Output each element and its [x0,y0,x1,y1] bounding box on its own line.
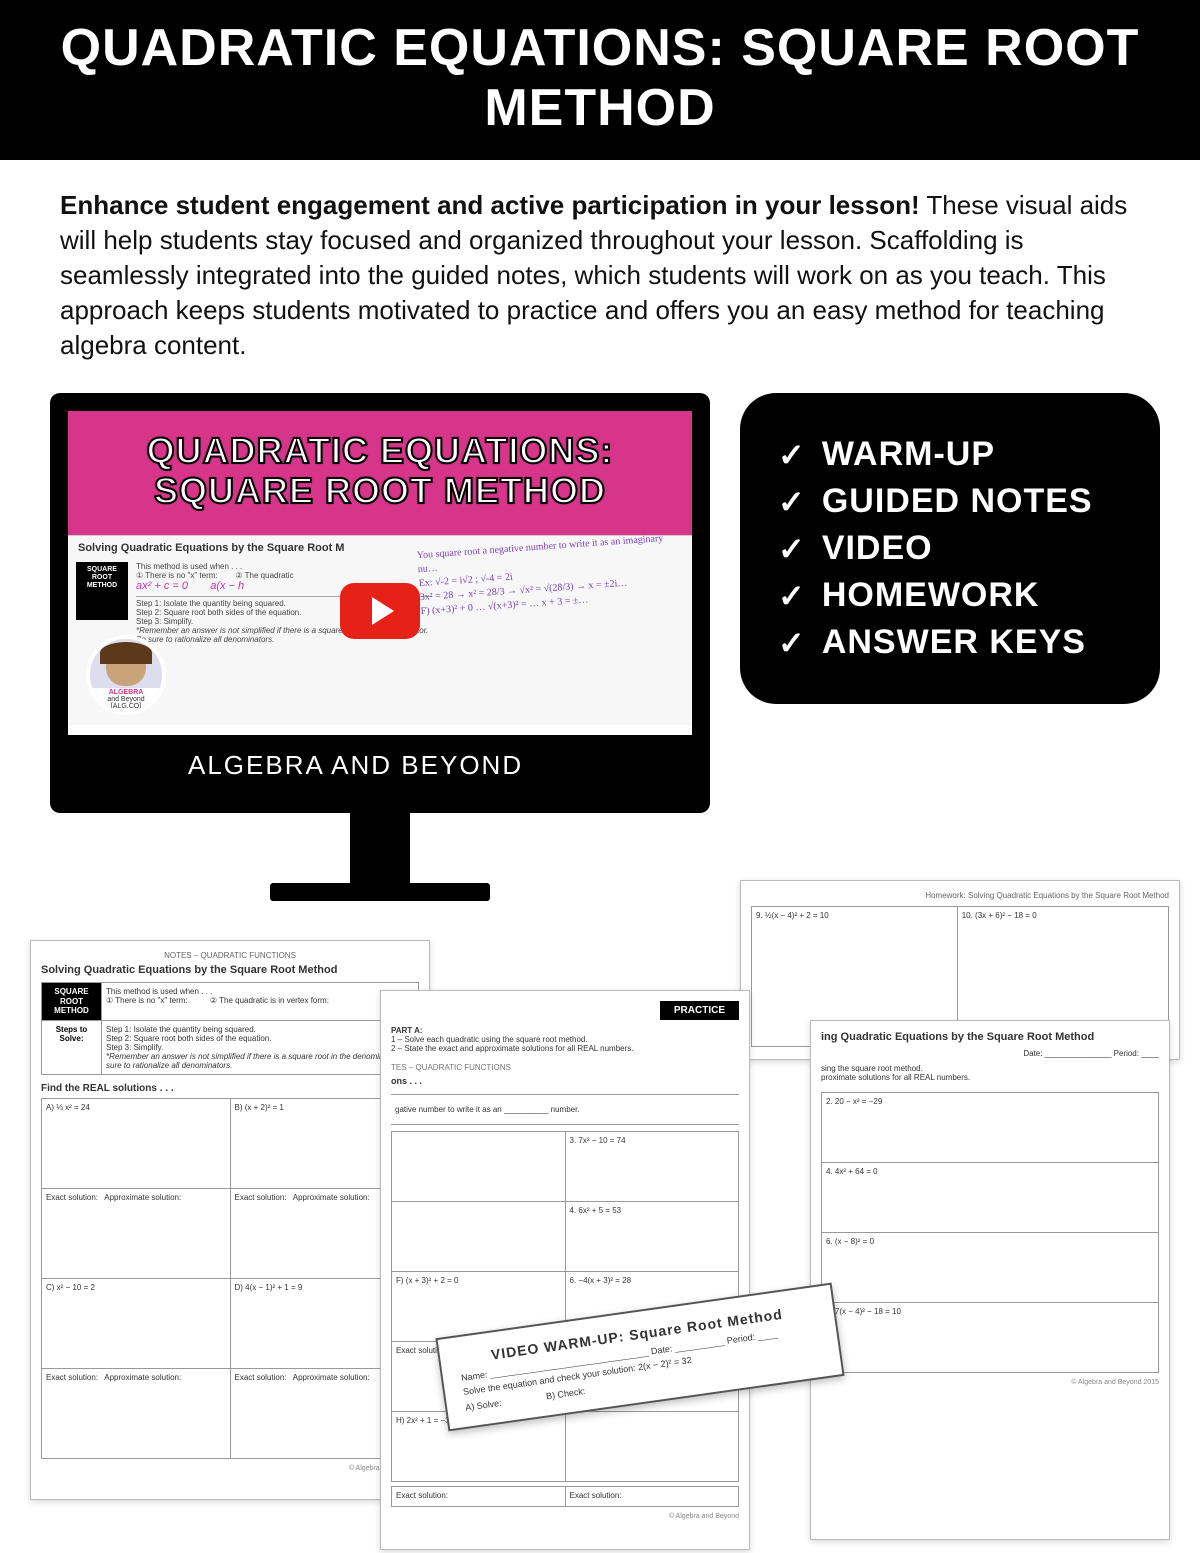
feature-homework: HOMEWORK [778,576,1122,615]
notes-s2: Step 2: Square root both sides of the eq… [106,1034,414,1043]
vid-pt1: ① There is no "x" term: [136,571,218,580]
video-channel-bar: ALGEBRA AND BEYOND [68,735,692,795]
practice-sub: TES – QUADRATIC FUNCTIONS [391,1063,739,1072]
vid-handwriting: You square root a negative number to wri… [416,531,687,719]
notes-steps-label: Steps to Solve: [42,1020,102,1074]
notes-ap3: Approximate solution: [104,1373,181,1382]
hw-q8: 8. 7(x − 4)² − 18 = 10 [822,1303,1159,1373]
avatar-sub: and Beyond [107,696,144,703]
notes-ap1: Approximate solution: [104,1193,181,1202]
notes-c1: ① There is no "x" term: [106,996,188,1005]
notes-c2: ② The quadratic is in vertex form: [210,996,329,1005]
feature-video: VIDEO [778,529,1122,568]
practice-ex3: Exact solution: [565,1487,739,1507]
practice-foot: © Algebra and Beyond [391,1513,739,1520]
notes-box: SQUARE ROOT METHOD [42,983,102,1021]
notes-s3: Step 3: Simplify. [106,1043,414,1052]
worksheet-collage: Homework: Solving Quadratic Equations by… [0,900,1200,1553]
hw-header: Homework: Solving Quadratic Equations by… [751,891,1169,900]
notes-title: Solving Quadratic Equations by the Squar… [41,964,419,976]
notes-ex2: Exact solution: [235,1193,287,1202]
hw-q2: 2. 20 − x² = −29 [822,1093,1159,1163]
hw-title: ing Quadratic Equations by the Square Ro… [821,1031,1159,1043]
sheet-practice: PRACTICE PART A: 1 – Solve each quadrati… [380,990,750,1550]
hw-sub2: proximate solutions for all REAL numbers… [821,1073,1159,1082]
feature-answer-keys: ANSWER KEYS [778,623,1122,662]
hw-q4: 4. 4x² + 64 = 0 [822,1163,1159,1233]
notes-used: This method is used when . . . [106,987,414,996]
notes-s4: *Remember an answer is not simplified if… [106,1052,414,1070]
vid-method-box: SQUARE ROOT METHOD [76,562,128,620]
notes-ap2: Approximate solution: [293,1193,370,1202]
notes-ex4: Exact solution: [235,1373,287,1382]
practice-l2: 2 – State the exact and approximate solu… [391,1044,739,1053]
intro-lead: Enhance student engagement and active pa… [60,190,920,220]
practice-q3: 3. 7x² − 10 = 74 [565,1132,739,1202]
avatar-tag: ALGEBRA and Beyond [ALG.CO] [90,688,162,711]
intro-block: Enhance student engagement and active pa… [0,160,1200,373]
practice-ons: ons . . . [391,1076,739,1086]
vid-f2: a(x − h [210,580,244,592]
feature-guided-notes: GUIDED NOTES [778,482,1122,521]
hw-q6: 6. (x − 8)² = 0 [822,1233,1159,1303]
practice-tag: PRACTICE [660,1001,739,1020]
notes-find: Find the REAL solutions . . . [41,1083,419,1094]
hw-date: Date: _______________ Period: ____ [821,1049,1159,1058]
warmup-a: A) Solve: [465,1398,503,1413]
notes-qa: A) ⅓ x² = 24 [42,1098,231,1188]
media-row: QUADRATIC EQUATIONS: SQUARE ROOT METHOD … [0,373,1200,901]
sheet-homework-right: ing Quadratic Equations by the Square Ro… [810,1020,1170,1540]
monitor-base [270,883,490,901]
avatar-face-icon [106,646,146,686]
sheet-notes: NOTES – QUADRATIC FUNCTIONS Solving Quad… [30,940,430,1500]
practice-q4: 4. 6x² + 5 = 53 [565,1202,739,1272]
monitor-stand [350,813,410,883]
page-title-banner: QUADRATIC EQUATIONS: SQUARE ROOT METHOD [0,0,1200,160]
practice-parta: PART A: [391,1026,739,1035]
video-title-l2: SQUARE ROOT METHOD [78,471,682,511]
practice-l1: 1 – Solve each quadratic using the squar… [391,1035,739,1044]
warmup-b: B) Check: [545,1386,586,1401]
notes-foot: © Algebra and Beyond [41,1465,419,1472]
notes-sub: NOTES – QUADRATIC FUNCTIONS [41,951,419,960]
video-title-l1: QUADRATIC EQUATIONS: [78,431,682,471]
monitor: QUADRATIC EQUATIONS: SQUARE ROOT METHOD … [50,393,710,901]
features-checklist: WARM-UP GUIDED NOTES VIDEO HOMEWORK ANSW… [740,393,1160,704]
practice-ex2: Exact solution: [392,1487,566,1507]
video-title: QUADRATIC EQUATIONS: SQUARE ROOT METHOD [68,411,692,534]
notes-s1: Step 1: Isolate the quantity being squar… [106,1025,414,1034]
avatar-code: [ALG.CO] [111,703,141,710]
feature-warmup: WARM-UP [778,435,1122,474]
vid-used: This method is used when . . . [136,562,432,571]
avatar-brand: ALGEBRA [109,689,144,696]
channel-avatar: ALGEBRA and Beyond [ALG.CO] [86,635,166,715]
notes-qc: C) x² − 10 = 2 [42,1278,231,1368]
monitor-screen: QUADRATIC EQUATIONS: SQUARE ROOT METHOD … [50,393,710,813]
notes-ex3: Exact solution: [46,1373,98,1382]
notes-ex1: Exact solution: [46,1193,98,1202]
channel-name: ALGEBRA AND BEYOND [188,750,523,781]
hw-sub1: sing the square root method. [821,1064,1159,1073]
vid-pt2: ② The quadratic [235,571,293,580]
notes-ap4: Approximate solution: [293,1373,370,1382]
vid-f1: ax² + c = 0 [136,580,188,592]
play-button-icon[interactable] [340,583,420,639]
hw-foot: © Algebra and Beyond 2015 [821,1379,1159,1386]
practice-neg: gative number to write it as an ________… [391,1094,739,1125]
